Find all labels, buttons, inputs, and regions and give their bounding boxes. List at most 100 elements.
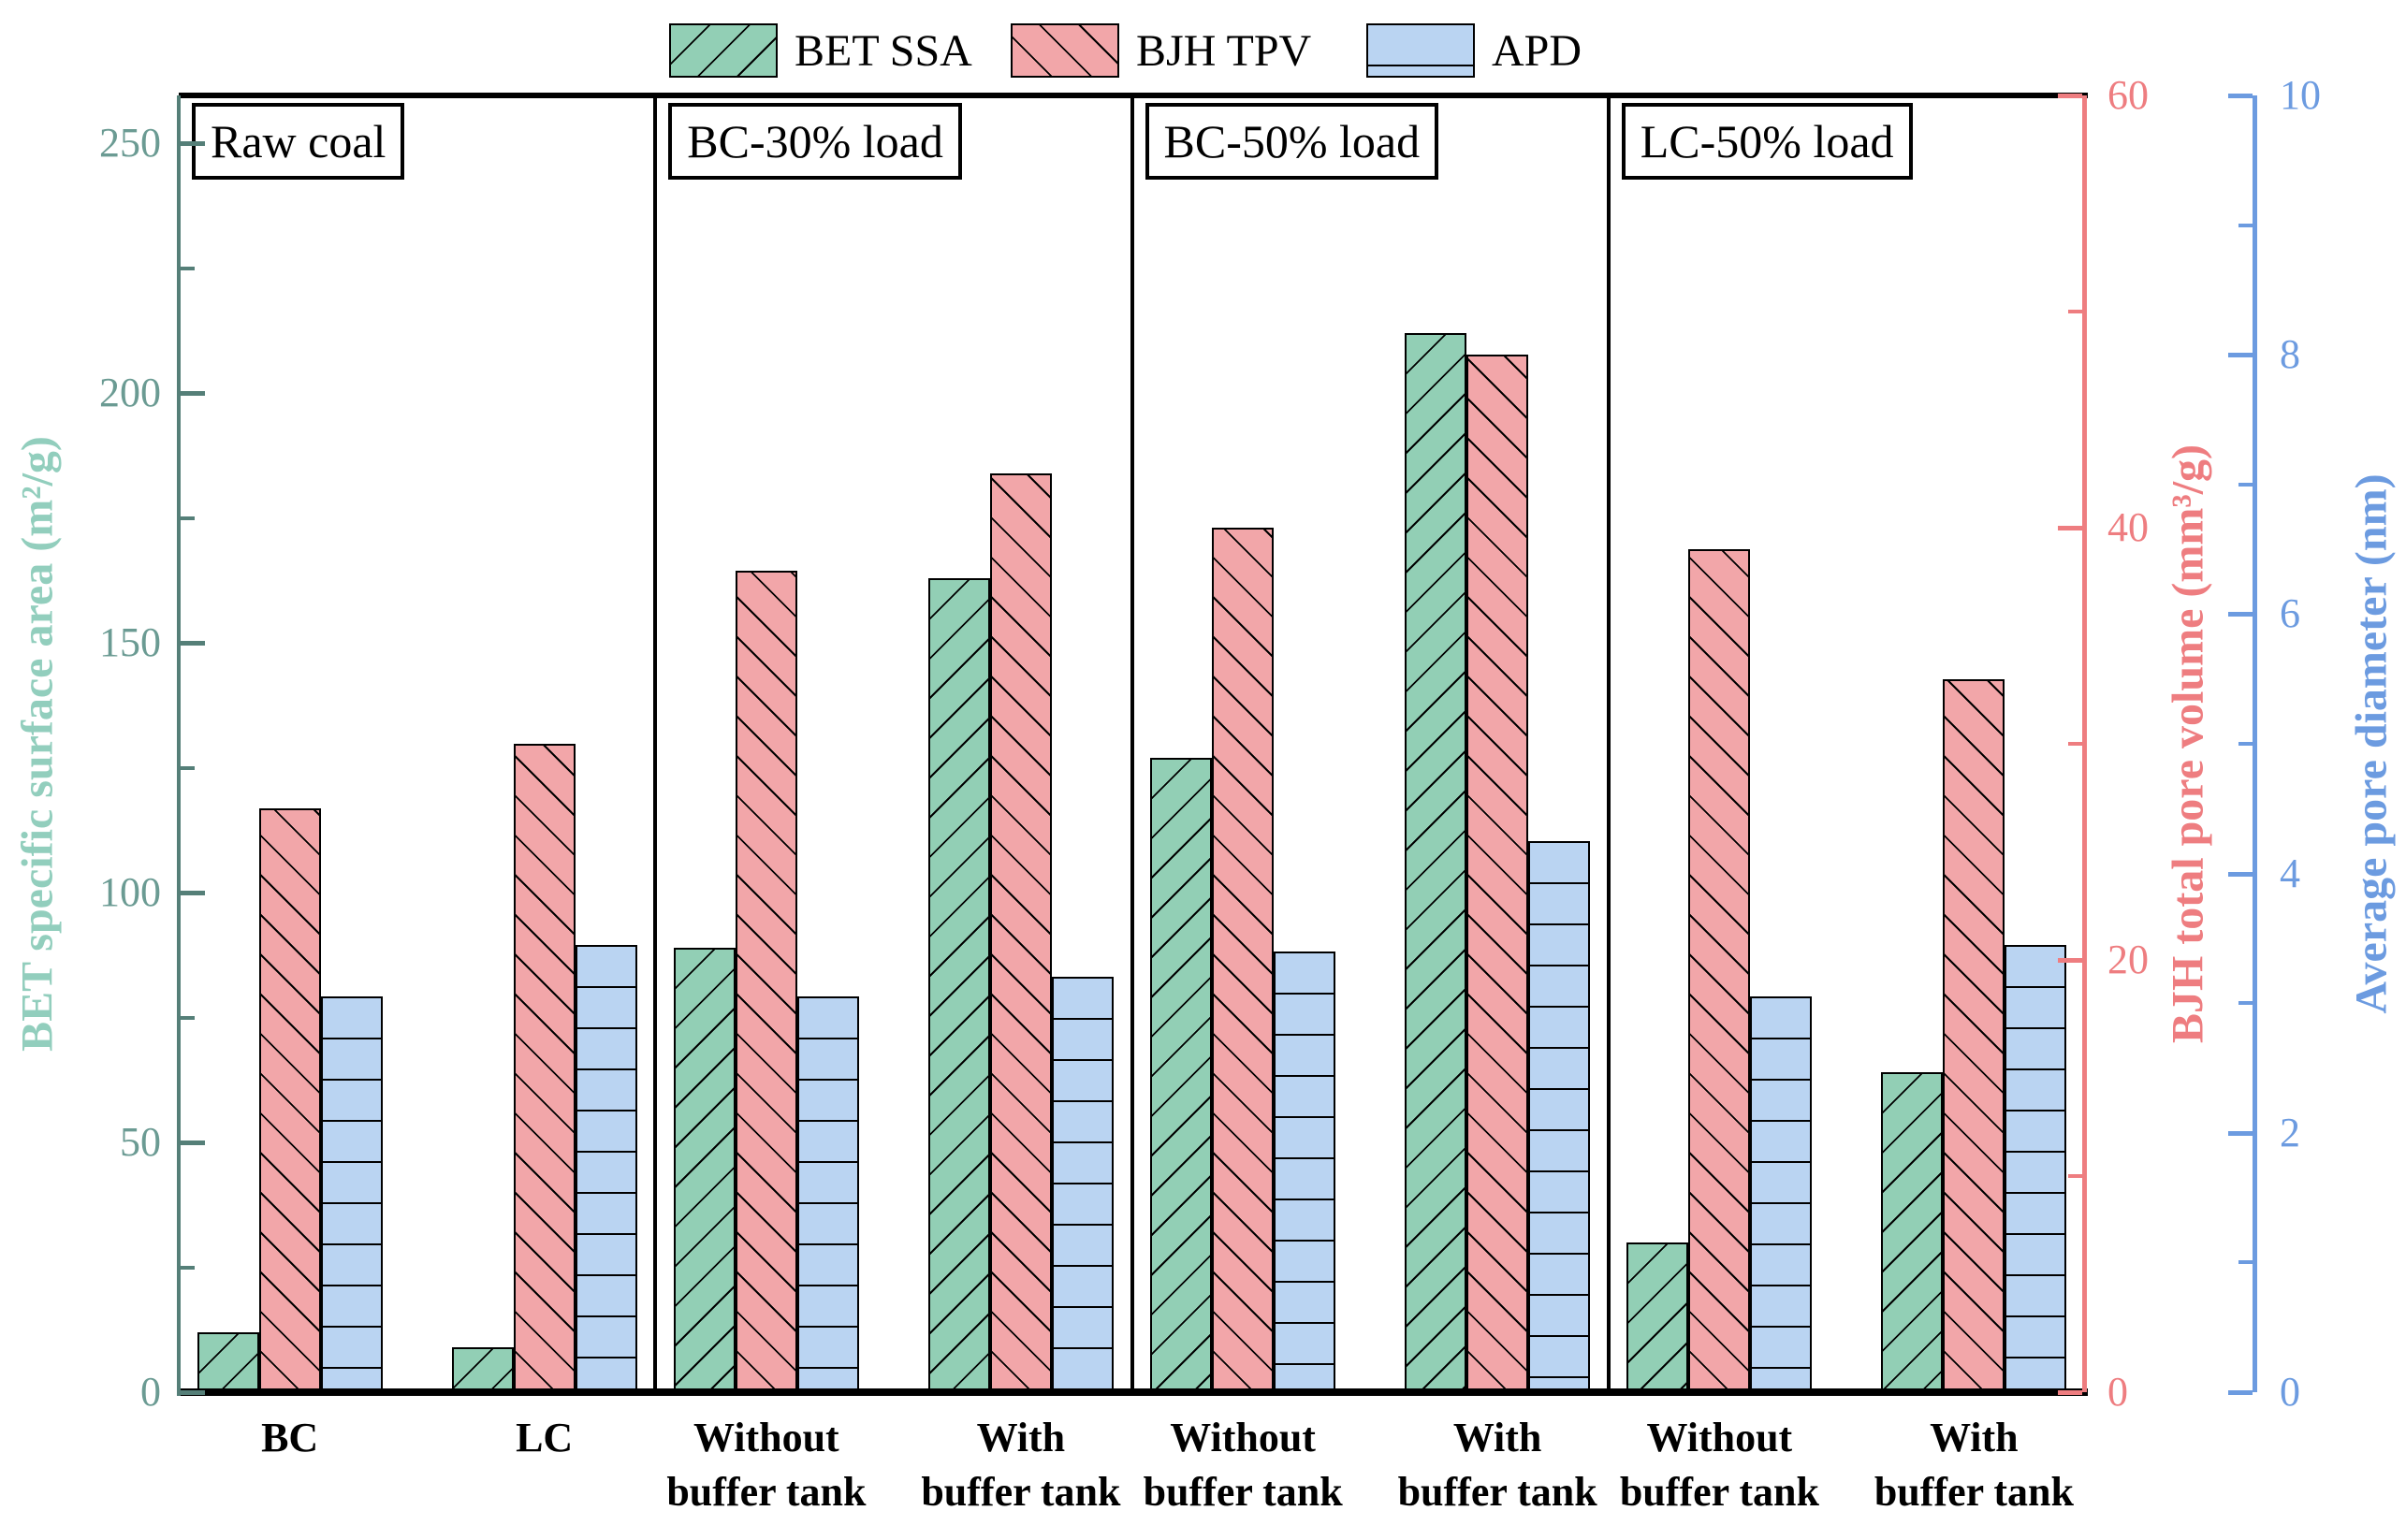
bar-bjh_tpv-group3	[989, 473, 1052, 1392]
bar-bet_ssa-group6	[1626, 1242, 1689, 1392]
right_red-minor-tick-10	[2068, 1174, 2082, 1178]
x-tick-label-line1-group3: With	[976, 1415, 1066, 1460]
bar-bet_ssa-group0	[197, 1332, 259, 1392]
right_blue-minor-tick-9	[2238, 223, 2253, 227]
right_blue-major-tick-2	[2228, 1130, 2253, 1136]
right_blue-major-tick-0	[2228, 1390, 2253, 1395]
x-tick-label-line2-group6: buffer tank	[1619, 1469, 1819, 1515]
x-tick-label-line1-group1: LC	[516, 1415, 574, 1460]
right_blue-minor-tick-1	[2238, 1260, 2253, 1265]
right_blue-minor-tick-7	[2238, 482, 2253, 487]
bar-bjh_tpv-group1	[513, 744, 576, 1392]
panel-divider-2	[1130, 95, 1134, 1392]
left-axis-line	[177, 95, 181, 1396]
left-minor-tick-125	[181, 765, 195, 770]
x-tick-label-line1-group7: With	[1930, 1415, 2019, 1460]
legend-label-bjh-tpv: BJH TPV	[1136, 25, 1312, 76]
right_blue-major-tick-6	[2228, 612, 2253, 617]
left-major-tick-100	[181, 891, 205, 895]
x-tick-label-line1-group4: Without	[1170, 1415, 1316, 1460]
legend-swatch-bet-ssa-icon	[669, 23, 778, 78]
left-tick-label-200: 200	[99, 370, 161, 415]
bar-bet_ssa-group3	[927, 578, 990, 1392]
bar-apd-group4	[1274, 952, 1336, 1392]
panel-header-0: Raw coal	[192, 103, 405, 180]
right_blue-major-tick-10	[2228, 94, 2253, 98]
legend-label-bet-ssa: BET SSA	[795, 25, 972, 76]
x-tick-label-line1-group0: BC	[261, 1415, 319, 1460]
x-tick-label-line1-group2: Without	[693, 1415, 839, 1460]
x-tick-label-line2-group3: buffer tank	[921, 1469, 1121, 1515]
left-minor-tick-25	[181, 1265, 195, 1270]
right_blue-tick-label-0: 0	[2280, 1369, 2300, 1415]
left-minor-tick-225	[181, 266, 195, 270]
right_red-minor-tick-30	[2068, 742, 2082, 746]
right_blue-axis-line	[2253, 95, 2257, 1392]
panel-divider-1	[653, 95, 658, 1392]
right_red-major-tick-40	[2058, 526, 2082, 530]
bar-apd-group6	[1750, 996, 1813, 1392]
bar-apd-group1	[575, 945, 637, 1392]
bar-apd-group0	[320, 996, 383, 1392]
left-tick-label-0: 0	[140, 1369, 161, 1415]
right_blue-minor-tick-3	[2238, 1001, 2253, 1006]
right_blue-tick-label-8: 8	[2280, 331, 2300, 378]
legend-swatch-apd-icon	[1366, 23, 1475, 78]
bar-bjh_tpv-group6	[1688, 549, 1751, 1392]
right_blue-tick-label-4: 4	[2280, 850, 2300, 896]
right_blue-minor-tick-5	[2238, 742, 2253, 746]
left-minor-tick-175	[181, 516, 195, 520]
x-axis-baseline	[179, 1388, 2088, 1396]
bar-bet_ssa-group1	[451, 1347, 514, 1392]
panel-divider-3	[1606, 95, 1611, 1392]
right_blue-major-tick-4	[2228, 871, 2253, 877]
panel-header-1: BC-30% load	[668, 103, 962, 180]
left-major-tick-0	[181, 1390, 205, 1395]
legend-label-apd: APD	[1492, 25, 1582, 76]
right_blue-tick-label-10: 10	[2280, 72, 2321, 118]
plot-top-border	[179, 93, 2088, 98]
left-tick-label-100: 100	[99, 869, 161, 915]
left-tick-label-50: 50	[120, 1119, 161, 1165]
right_red-major-tick-20	[2058, 958, 2082, 963]
left-major-tick-250	[181, 141, 205, 146]
bar-bjh_tpv-group4	[1212, 528, 1275, 1392]
left-major-tick-150	[181, 641, 205, 646]
x-tick-label-line1-group5: With	[1452, 1415, 1542, 1460]
left-axis-title: BET specific surface area (m²/g)	[12, 436, 63, 1052]
right_red-major-tick-0	[2058, 1390, 2082, 1395]
bar-bjh_tpv-group5	[1466, 355, 1529, 1392]
x-tick-label-line2-group2: buffer tank	[666, 1469, 867, 1515]
legend-swatch-bjh-tpv-icon	[1011, 23, 1119, 78]
legend-item-apd: APD	[1366, 21, 1582, 80]
panel-header-3: LC-50% load	[1621, 103, 1913, 180]
right_red-tick-label-0: 0	[2107, 1369, 2128, 1415]
panel-header-2: BC-50% load	[1145, 103, 1439, 180]
bar-apd-group3	[1051, 977, 1114, 1392]
x-tick-label-line1-group6: Without	[1646, 1415, 1793, 1460]
bar-bjh_tpv-group0	[258, 808, 321, 1392]
right_blue-tick-label-6: 6	[2280, 590, 2300, 637]
x-tick-label-line2-group4: buffer tank	[1143, 1469, 1343, 1515]
x-tick-label-line2-group7: buffer tank	[1874, 1469, 2074, 1515]
right_red-minor-tick-50	[2068, 310, 2082, 313]
left-major-tick-200	[181, 391, 205, 396]
bar-apd-group5	[1528, 841, 1591, 1392]
bar-bet_ssa-group4	[1150, 758, 1213, 1392]
bar-bjh_tpv-group7	[1943, 679, 2005, 1392]
right_blue-major-tick-8	[2228, 353, 2253, 358]
legend-item-bet-ssa: BET SSA	[669, 21, 972, 80]
right_red-tick-label-20: 20	[2107, 937, 2149, 982]
right_blue-tick-label-2: 2	[2280, 1109, 2300, 1155]
bar-bet_ssa-group7	[1881, 1072, 1944, 1392]
right_red-axis-line	[2082, 95, 2087, 1392]
left-tick-label-250: 250	[99, 120, 161, 166]
bar-apd-group7	[2005, 945, 2067, 1392]
bar-bjh_tpv-group2	[735, 571, 797, 1392]
x-tick-label-line2-group5: buffer tank	[1397, 1469, 1597, 1515]
bar-apd-group2	[796, 996, 859, 1392]
left-tick-label-150: 150	[99, 619, 161, 665]
left-major-tick-50	[181, 1140, 205, 1145]
legend-item-bjh-tpv: BJH TPV	[1011, 21, 1311, 80]
